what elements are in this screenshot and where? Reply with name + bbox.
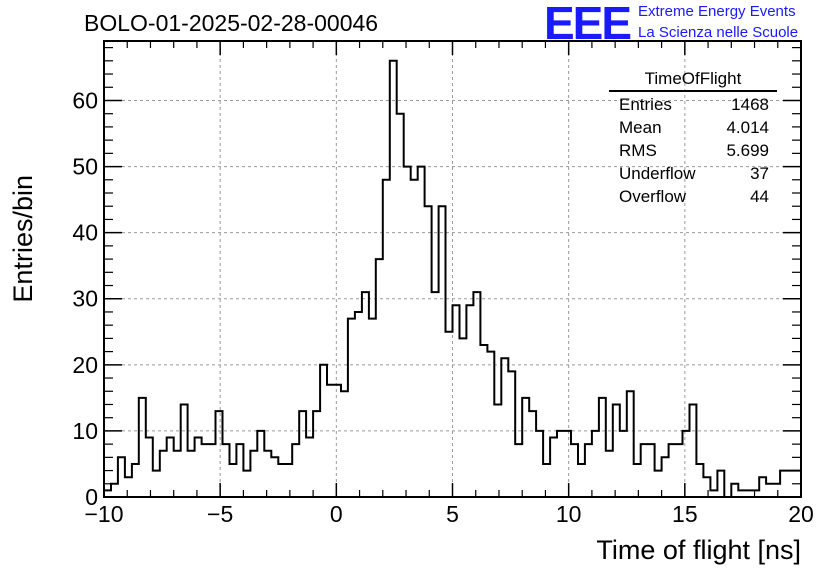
- y-tick-label: 60: [72, 87, 98, 113]
- stats-value: 4.014: [726, 118, 769, 137]
- eee-logo: EEE: [544, 0, 632, 49]
- stats-row-rms: RMS 5.699: [609, 139, 777, 162]
- y-tick-label: 40: [72, 220, 98, 246]
- y-tick-label: 20: [72, 352, 98, 378]
- chart-title: BOLO-01-2025-02-28-00046: [84, 10, 379, 36]
- x-tick-label: 20: [788, 501, 814, 527]
- histogram-outline: [103, 59, 802, 498]
- x-tick-label: 5: [446, 501, 459, 527]
- x-tick-label: −5: [207, 501, 233, 527]
- stats-label: Mean: [619, 118, 662, 137]
- grid-lines: [104, 41, 801, 497]
- logo-line-1: Extreme Energy Events: [638, 3, 796, 20]
- histogram-series: [103, 59, 802, 498]
- x-axis-label: Time of flight [ns]: [596, 535, 801, 565]
- stats-row-mean: Mean 4.014: [609, 116, 777, 139]
- stats-label: Overflow: [619, 187, 687, 206]
- y-tick-label: 10: [72, 418, 98, 444]
- stats-value: 5.699: [726, 141, 769, 160]
- tick-labels: −10 −5 0 5 10 15 20 0 10 20 30 40 50 60: [72, 87, 813, 527]
- axis-ticks: [103, 41, 802, 498]
- stats-value: 44: [750, 187, 769, 206]
- y-axis-label: Entries/bin: [8, 175, 38, 303]
- y-tick-label: 0: [85, 484, 98, 510]
- y-tick-label: 30: [72, 286, 98, 312]
- stats-label: Underflow: [619, 164, 696, 183]
- x-tick-label: −10: [84, 501, 123, 527]
- logo-line-2: La Scienza nelle Scuole: [638, 24, 799, 41]
- stats-box-name: TimeOfFlight: [609, 68, 777, 92]
- x-tick-label: 10: [556, 501, 582, 527]
- stats-row-overflow: Overflow 44: [609, 185, 777, 208]
- stats-value: 37: [750, 164, 769, 183]
- stats-box: TimeOfFlight Entries 1468 Mean 4.014 RMS…: [609, 68, 777, 208]
- stats-row-entries: Entries 1468: [609, 93, 777, 116]
- stats-value: 1468: [731, 95, 769, 114]
- x-tick-label: 0: [330, 501, 343, 527]
- y-tick-label: 50: [72, 154, 98, 180]
- x-tick-label: 15: [672, 501, 698, 527]
- stats-label: Entries: [619, 95, 672, 114]
- stats-row-underflow: Underflow 37: [609, 162, 777, 185]
- stats-label: RMS: [619, 141, 657, 160]
